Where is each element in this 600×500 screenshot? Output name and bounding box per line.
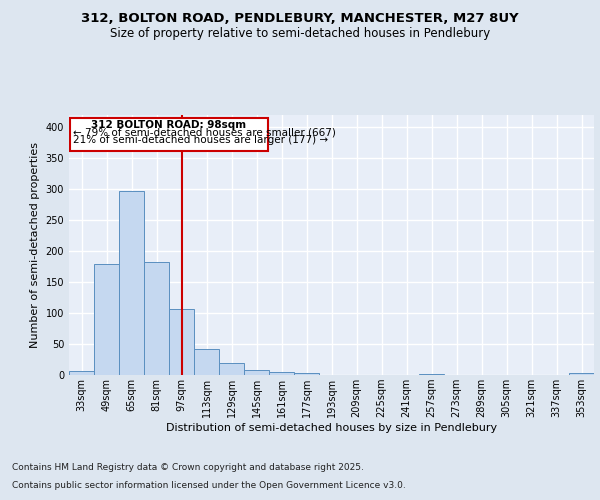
Bar bbox=[144, 262, 169, 375]
Bar bbox=[269, 372, 294, 375]
Bar bbox=[94, 264, 119, 375]
Text: Size of property relative to semi-detached houses in Pendlebury: Size of property relative to semi-detach… bbox=[110, 28, 490, 40]
Text: 21% of semi-detached houses are larger (177) →: 21% of semi-detached houses are larger (… bbox=[73, 135, 328, 145]
Bar bbox=[169, 309, 194, 375]
Y-axis label: Number of semi-detached properties: Number of semi-detached properties bbox=[30, 142, 40, 348]
Text: Contains public sector information licensed under the Open Government Licence v3: Contains public sector information licen… bbox=[12, 481, 406, 490]
X-axis label: Distribution of semi-detached houses by size in Pendlebury: Distribution of semi-detached houses by … bbox=[166, 423, 497, 433]
Bar bbox=[419, 374, 444, 375]
Text: 312 BOLTON ROAD: 98sqm: 312 BOLTON ROAD: 98sqm bbox=[91, 120, 247, 130]
Bar bbox=[294, 373, 319, 375]
Bar bbox=[194, 349, 219, 375]
Text: ← 79% of semi-detached houses are smaller (667): ← 79% of semi-detached houses are smalle… bbox=[73, 128, 336, 138]
Text: 312, BOLTON ROAD, PENDLEBURY, MANCHESTER, M27 8UY: 312, BOLTON ROAD, PENDLEBURY, MANCHESTER… bbox=[81, 12, 519, 26]
Bar bbox=[119, 191, 144, 375]
Bar bbox=[69, 370, 94, 375]
Text: Contains HM Land Registry data © Crown copyright and database right 2025.: Contains HM Land Registry data © Crown c… bbox=[12, 464, 364, 472]
Bar bbox=[569, 373, 594, 375]
Bar bbox=[70, 118, 268, 151]
Bar bbox=[244, 370, 269, 375]
Bar bbox=[219, 362, 244, 375]
